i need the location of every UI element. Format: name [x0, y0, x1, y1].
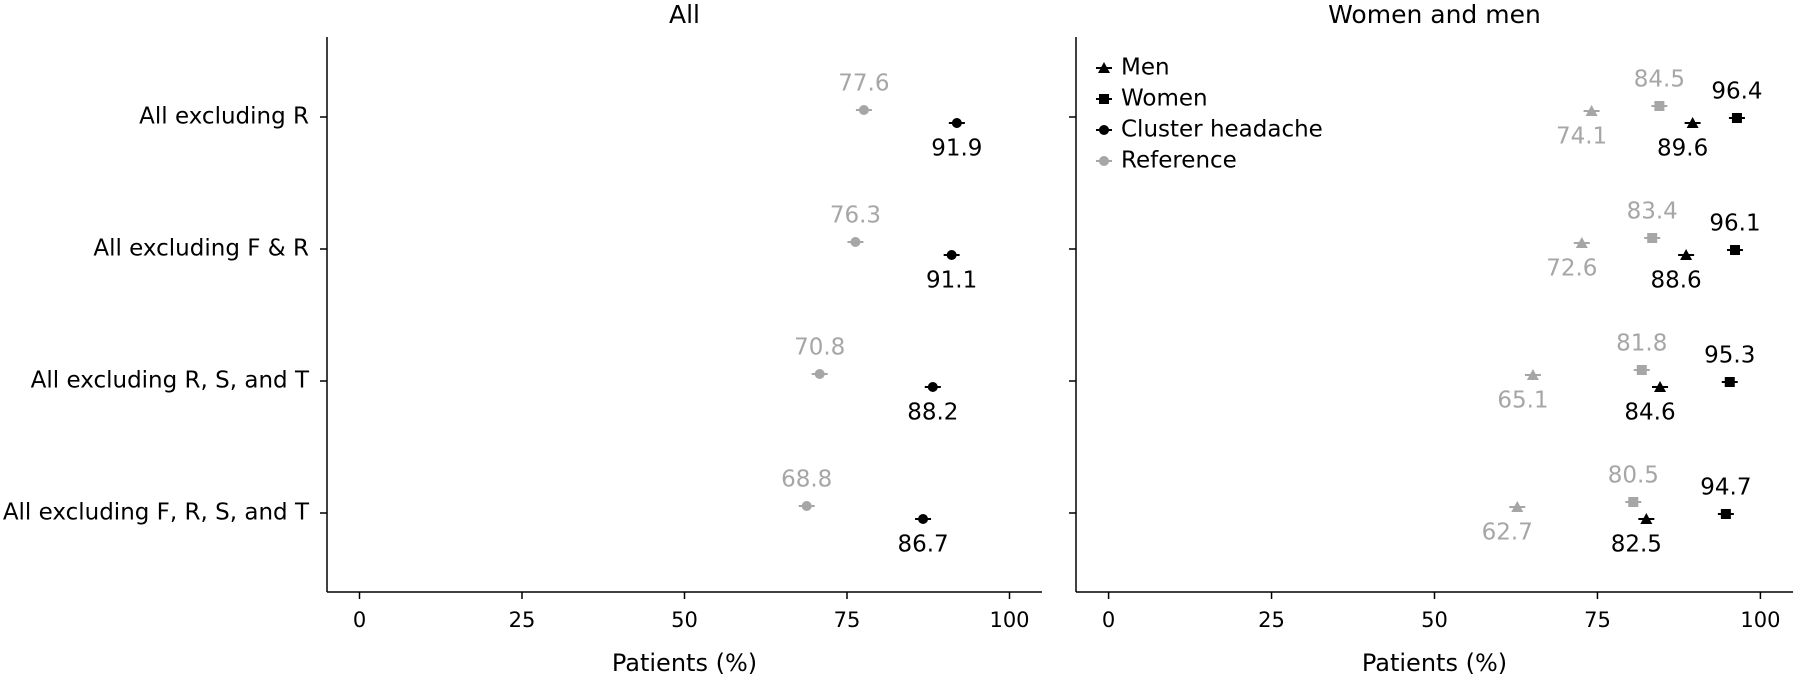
value-label: 86.7 [897, 532, 948, 558]
point [1526, 369, 1539, 380]
point [858, 105, 869, 115]
x-tick-label: 100 [989, 608, 1029, 632]
x-tick-label: 75 [834, 608, 861, 632]
point [1720, 509, 1731, 519]
value-label: 88.2 [907, 400, 958, 426]
panel-title: All [669, 0, 700, 29]
legend-label: Reference [1121, 148, 1237, 174]
value-label: 83.4 [1627, 199, 1678, 225]
point [1724, 377, 1735, 387]
value-label: 84.5 [1634, 67, 1685, 93]
value-label: 65.1 [1497, 388, 1548, 414]
y-tick-label: All excluding R [139, 104, 309, 130]
value-label: 76.3 [830, 203, 881, 229]
x-tick-label: 100 [1740, 608, 1780, 632]
point [1654, 381, 1667, 392]
value-label: 91.1 [926, 268, 977, 294]
value-label: 89.6 [1657, 136, 1708, 162]
point [1731, 113, 1742, 123]
value-label: 72.6 [1546, 256, 1597, 282]
point [918, 514, 929, 524]
value-label: 91.9 [931, 136, 982, 162]
legend-marker [1098, 62, 1110, 73]
legend-label: Men [1121, 55, 1170, 81]
panel-title: Women and men [1328, 0, 1541, 29]
value-label: 80.5 [1608, 463, 1659, 489]
point [1511, 501, 1524, 512]
point [1640, 513, 1653, 524]
point [850, 237, 861, 247]
y-tick-label: All excluding F & R [93, 236, 309, 262]
point [1654, 101, 1665, 111]
x-axis-label: Patients (%) [1362, 649, 1507, 677]
y-tick-label: All excluding F, R, S, and T [3, 500, 310, 526]
point [1647, 233, 1658, 243]
legend-marker [1099, 94, 1109, 104]
value-label: 70.8 [794, 335, 845, 361]
point [1680, 249, 1693, 260]
x-tick-label: 25 [1258, 608, 1285, 632]
legend-label: Women [1121, 86, 1208, 112]
point [1575, 237, 1588, 248]
value-label: 81.8 [1616, 331, 1667, 357]
x-tick-label: 25 [509, 608, 536, 632]
value-label: 94.7 [1700, 475, 1751, 501]
point [801, 501, 812, 511]
value-label: 62.7 [1482, 520, 1533, 546]
y-tick-label: All excluding R, S, and T [31, 368, 310, 394]
value-label: 88.6 [1650, 268, 1701, 294]
point [1628, 497, 1639, 507]
x-axis-label: Patients (%) [612, 649, 757, 677]
x-tick-label: 50 [1421, 608, 1448, 632]
value-label: 77.6 [838, 71, 889, 97]
value-label: 74.1 [1556, 124, 1607, 150]
legend-label: Cluster headache [1121, 117, 1323, 143]
point [951, 118, 962, 128]
point [946, 250, 957, 260]
point [1636, 365, 1647, 375]
value-label: 96.4 [1711, 79, 1762, 105]
value-label: 68.8 [781, 467, 832, 493]
point [927, 382, 938, 392]
x-tick-label: 75 [1584, 608, 1611, 632]
value-label: 96.1 [1709, 211, 1760, 237]
point [1729, 245, 1740, 255]
value-label: 84.6 [1624, 400, 1675, 426]
point [814, 369, 825, 379]
x-tick-label: 0 [353, 608, 366, 632]
point [1585, 105, 1598, 116]
point [1686, 117, 1699, 128]
value-label: 82.5 [1611, 532, 1662, 558]
legend-marker [1099, 156, 1109, 166]
value-label: 95.3 [1704, 343, 1755, 369]
x-tick-label: 50 [671, 608, 698, 632]
x-tick-label: 0 [1102, 608, 1115, 632]
legend-marker [1099, 125, 1109, 135]
